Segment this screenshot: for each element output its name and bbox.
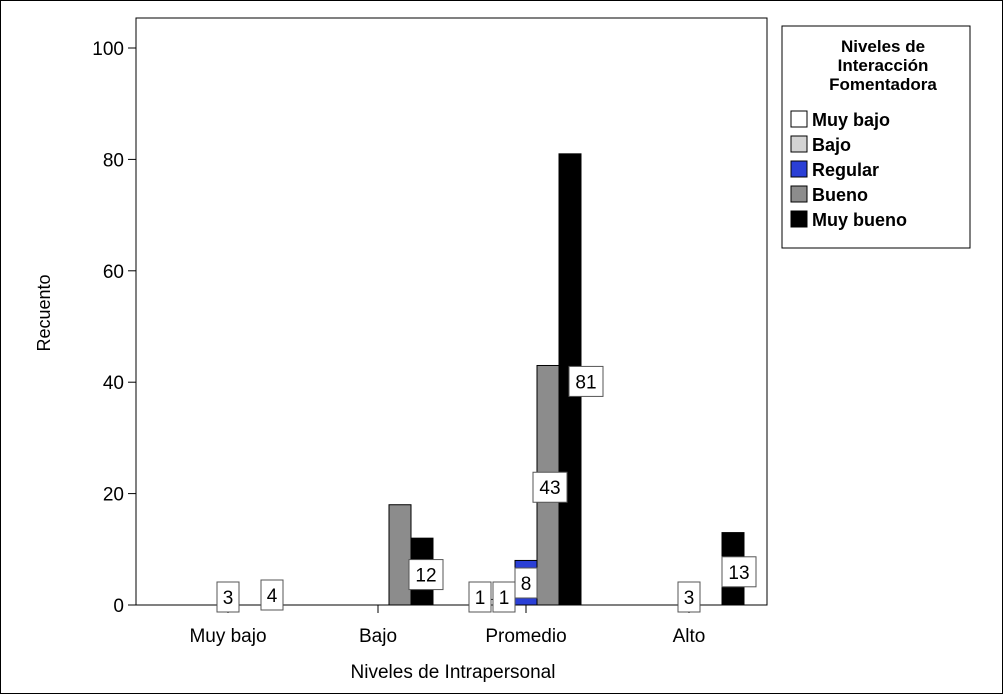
legend-entry: Regular [812,160,879,180]
data-label: 12 [415,566,436,587]
legend-entry: Muy bueno [812,210,907,230]
legend-swatch [790,210,808,228]
bar [388,504,412,606]
x-tick-label: Bajo [359,626,397,647]
legend-title: Interacción [838,56,929,75]
y-tick-label: 80 [103,150,124,171]
data-label-box [677,581,701,613]
legend-title: Fomentadora [829,75,937,94]
legend-entry: Bueno [812,185,868,205]
x-axis: Muy bajo Bajo Promedio Alto [189,605,705,647]
data-label-box [568,365,604,397]
data-label-box [468,581,492,613]
legend-swatch [790,135,808,153]
data-label: 4 [267,586,278,607]
y-tick-label: 0 [113,596,124,617]
y-tick-label: 40 [103,373,124,394]
legend-box [781,25,971,249]
legend-swatch [790,110,808,128]
data-label: 3 [223,588,234,609]
y-tick-label: 20 [103,485,124,506]
data-label: 8 [521,574,532,595]
data-label-box [408,559,444,591]
data-label: 1 [499,588,510,609]
data-label: 1 [475,588,486,609]
legend-entry: Muy bajo [812,110,890,130]
legend-title: Niveles de [841,37,925,56]
x-tick-label: Alto [673,626,706,647]
data-label: 13 [728,563,749,584]
x-tick-label: Muy bajo [189,626,266,647]
data-label-box [260,579,284,611]
data-label: 81 [575,372,596,393]
data-label-box [216,581,240,613]
y-tick-label: 60 [103,262,124,283]
x-axis-title: Niveles de Intrapersonal [351,662,556,683]
data-label-box [721,556,757,588]
legend-swatch [790,160,808,178]
data-label: 3 [684,588,695,609]
data-label-box [532,471,568,503]
x-tick-label: Promedio [485,626,566,647]
y-axis-title: Recuento [34,274,54,351]
y-axis: 0 20 40 60 80 100 [92,39,136,617]
data-label: 43 [539,478,560,499]
y-tick-label: 100 [92,39,124,60]
plot-area [135,17,768,606]
legend-entry: Bajo [812,135,851,155]
data-label-box [514,567,538,599]
legend-swatch [790,185,808,203]
